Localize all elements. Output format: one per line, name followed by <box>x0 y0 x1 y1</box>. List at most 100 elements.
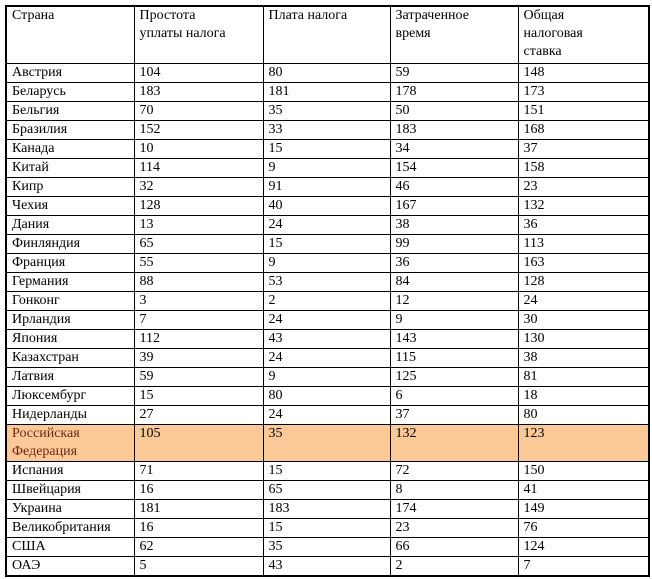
value-cell: 16 <box>133 479 264 500</box>
table-header: Страна Простота уплаты налога Плата нало… <box>5 5 650 64</box>
value-cell: 115 <box>389 347 519 368</box>
value-cell: 71 <box>133 460 264 481</box>
value-cell: 35 <box>262 423 391 462</box>
country-cell: Бразилия <box>5 119 135 140</box>
country-cell: Япония <box>5 328 135 349</box>
value-cell: 124 <box>517 536 650 557</box>
value-cell: 99 <box>389 233 519 254</box>
value-cell: 24 <box>262 309 391 330</box>
header-row: Страна Простота уплаты налога Плата нало… <box>5 5 650 64</box>
value-cell: 23 <box>517 176 650 197</box>
value-cell: 80 <box>262 385 391 406</box>
value-cell: 59 <box>133 366 264 387</box>
value-cell: 39 <box>133 347 264 368</box>
value-cell: 24 <box>517 290 650 311</box>
value-cell: 62 <box>133 536 264 557</box>
value-cell: 15 <box>262 517 391 538</box>
value-cell: 38 <box>517 347 650 368</box>
value-cell: 46 <box>389 176 519 197</box>
value-cell: 50 <box>389 100 519 121</box>
value-cell: 32 <box>133 176 264 197</box>
country-cell: Нидерланды <box>5 404 135 425</box>
table-row: Германия 88 53 84 128 <box>5 271 650 292</box>
country-cell: ОАЭ <box>5 555 135 576</box>
value-cell: 13 <box>133 214 264 235</box>
value-cell: 151 <box>517 100 650 121</box>
country-cell: Франция <box>5 252 135 273</box>
country-cell: Финляндия <box>5 233 135 254</box>
value-cell: 2 <box>389 555 519 576</box>
country-cell: Дания <box>5 214 135 235</box>
value-cell: 5 <box>133 555 264 576</box>
value-cell: 105 <box>133 423 264 462</box>
value-cell: 9 <box>262 252 391 273</box>
country-cell: Испания <box>5 460 135 481</box>
value-cell: 130 <box>517 328 650 349</box>
table-row: Финляндия 65 15 99 113 <box>5 233 650 254</box>
value-cell: 38 <box>389 214 519 235</box>
value-cell: 40 <box>262 195 391 216</box>
column-header-ease-of-paying-tax: Простота уплаты налога <box>133 5 264 64</box>
value-cell: 15 <box>262 138 391 159</box>
value-cell: 8 <box>389 479 519 500</box>
value-cell: 181 <box>133 498 264 519</box>
table-row: Украина 181 183 174 149 <box>5 498 650 519</box>
country-cell: Австрия <box>5 62 135 83</box>
table-row: Швейцария 16 65 8 41 <box>5 479 650 500</box>
table-row: Дания 13 24 38 36 <box>5 214 650 235</box>
value-cell: 12 <box>389 290 519 311</box>
country-cell: Чехия <box>5 195 135 216</box>
country-cell: Кипр <box>5 176 135 197</box>
country-cell: Люксембург <box>5 385 135 406</box>
value-cell: 181 <box>262 81 391 102</box>
value-cell: 70 <box>133 100 264 121</box>
value-cell: 128 <box>517 271 650 292</box>
country-cell: Бельгия <box>5 100 135 121</box>
value-cell: 81 <box>517 366 650 387</box>
country-cell: Гонконг <box>5 290 135 311</box>
value-cell: 125 <box>389 366 519 387</box>
country-cell: Ирландия <box>5 309 135 330</box>
value-cell: 88 <box>133 271 264 292</box>
value-cell: 35 <box>262 100 391 121</box>
value-cell: 91 <box>262 176 391 197</box>
country-cell: Казахстран <box>5 347 135 368</box>
value-cell: 65 <box>133 233 264 254</box>
table-row: Нидерланды 27 24 37 80 <box>5 404 650 425</box>
table-row: Австрия 104 80 59 148 <box>5 62 650 83</box>
table-row: Франция 55 9 36 163 <box>5 252 650 273</box>
value-cell: 23 <box>389 517 519 538</box>
value-cell: 80 <box>262 62 391 83</box>
column-header-country: Страна <box>5 5 135 64</box>
country-cell: Латвия <box>5 366 135 387</box>
value-cell: 84 <box>389 271 519 292</box>
value-cell: 183 <box>133 81 264 102</box>
value-cell: 43 <box>262 555 391 576</box>
value-cell: 76 <box>517 517 650 538</box>
value-cell: 24 <box>262 404 391 425</box>
value-cell: 154 <box>389 157 519 178</box>
country-cell: Китай <box>5 157 135 178</box>
value-cell: 174 <box>389 498 519 519</box>
value-cell: 80 <box>517 404 650 425</box>
value-cell: 168 <box>517 119 650 140</box>
table-row: Кипр 32 91 46 23 <box>5 176 650 197</box>
country-cell: США <box>5 536 135 557</box>
value-cell: 24 <box>262 347 391 368</box>
value-cell: 33 <box>262 119 391 140</box>
value-cell: 163 <box>517 252 650 273</box>
value-cell: 128 <box>133 195 264 216</box>
value-cell: 132 <box>389 423 519 462</box>
table-row: Испания 71 15 72 150 <box>5 460 650 481</box>
country-cell: Канада <box>5 138 135 159</box>
value-cell: 36 <box>517 214 650 235</box>
value-cell: 35 <box>262 536 391 557</box>
value-cell: 150 <box>517 460 650 481</box>
country-cell: Российская Федерация <box>5 423 135 462</box>
value-cell: 66 <box>389 536 519 557</box>
value-cell: 2 <box>262 290 391 311</box>
value-cell: 148 <box>517 62 650 83</box>
value-cell: 158 <box>517 157 650 178</box>
value-cell: 9 <box>262 157 391 178</box>
value-cell: 37 <box>517 138 650 159</box>
